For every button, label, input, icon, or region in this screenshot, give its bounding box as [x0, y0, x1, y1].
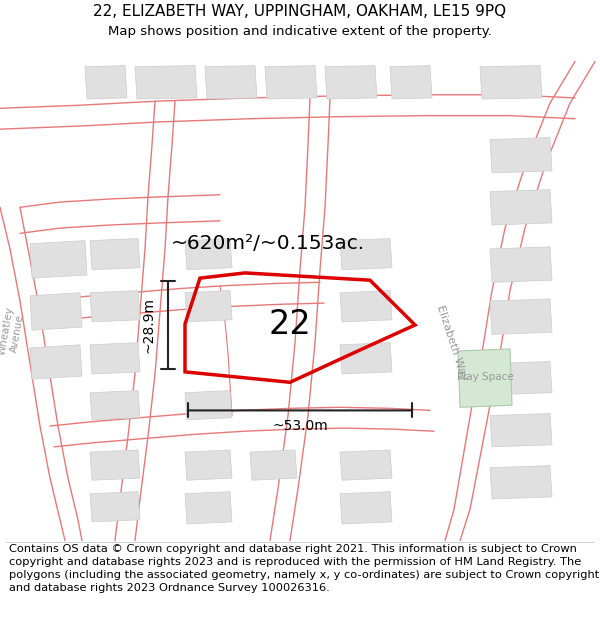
- Text: Map shows position and indicative extent of the property.: Map shows position and indicative extent…: [108, 25, 492, 38]
- Polygon shape: [490, 414, 552, 447]
- Polygon shape: [490, 247, 552, 282]
- Text: ~620m²/~0.153ac.: ~620m²/~0.153ac.: [171, 234, 365, 253]
- Polygon shape: [490, 189, 552, 225]
- Text: Play Space: Play Space: [457, 372, 514, 382]
- Polygon shape: [185, 391, 232, 420]
- Text: Wheatley
Avenue: Wheatley Avenue: [0, 306, 27, 358]
- Polygon shape: [340, 291, 392, 322]
- Polygon shape: [490, 361, 552, 395]
- Text: 22: 22: [269, 309, 311, 341]
- Polygon shape: [458, 349, 512, 408]
- Polygon shape: [340, 342, 392, 374]
- Polygon shape: [30, 241, 87, 278]
- Polygon shape: [490, 466, 552, 499]
- Polygon shape: [185, 239, 232, 270]
- Polygon shape: [390, 66, 432, 99]
- Polygon shape: [340, 450, 392, 480]
- Polygon shape: [90, 492, 140, 522]
- Text: ~28.9m: ~28.9m: [142, 297, 156, 353]
- Polygon shape: [340, 239, 392, 270]
- Polygon shape: [30, 345, 82, 379]
- Polygon shape: [30, 292, 82, 330]
- Text: ~53.0m: ~53.0m: [272, 419, 328, 432]
- Polygon shape: [90, 391, 140, 420]
- Polygon shape: [340, 492, 392, 524]
- Polygon shape: [135, 66, 197, 99]
- Polygon shape: [185, 291, 232, 322]
- Polygon shape: [90, 239, 140, 270]
- Text: 22, ELIZABETH WAY, UPPINGHAM, OAKHAM, LE15 9PQ: 22, ELIZABETH WAY, UPPINGHAM, OAKHAM, LE…: [94, 4, 506, 19]
- Polygon shape: [250, 450, 297, 480]
- Text: Contains OS data © Crown copyright and database right 2021. This information is : Contains OS data © Crown copyright and d…: [9, 544, 599, 593]
- Polygon shape: [185, 492, 232, 524]
- Polygon shape: [325, 66, 377, 99]
- Polygon shape: [90, 342, 140, 374]
- Polygon shape: [490, 299, 552, 334]
- Polygon shape: [265, 66, 317, 99]
- Text: Elizabeth Way: Elizabeth Way: [435, 304, 469, 382]
- Polygon shape: [480, 66, 542, 99]
- Polygon shape: [85, 66, 127, 99]
- Polygon shape: [90, 291, 140, 322]
- Polygon shape: [205, 66, 257, 99]
- Polygon shape: [90, 450, 140, 480]
- Polygon shape: [490, 138, 552, 173]
- Polygon shape: [185, 450, 232, 480]
